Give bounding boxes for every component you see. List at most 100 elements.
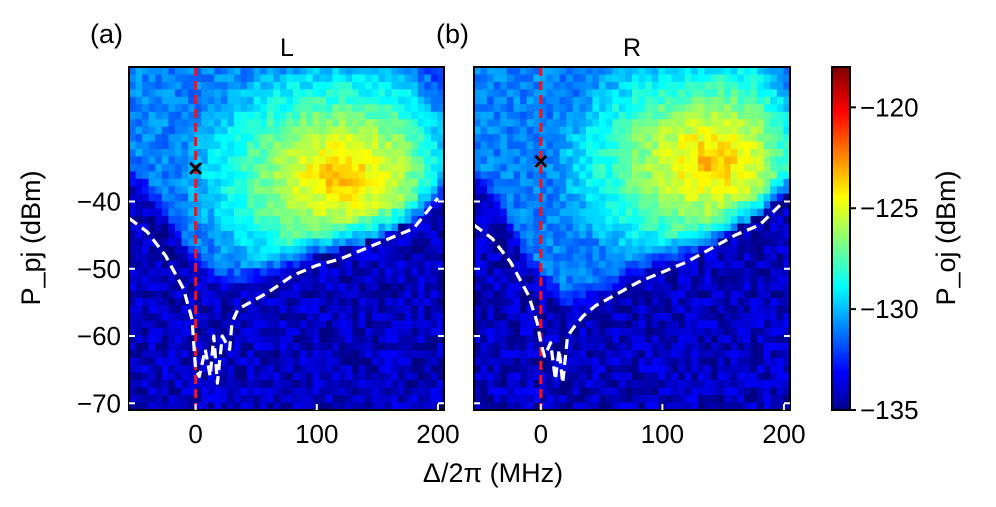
heatmap-cell	[645, 231, 653, 240]
heatmap-cell	[632, 201, 640, 210]
heatmap-cell	[783, 119, 790, 128]
heatmap-cell	[378, 313, 386, 322]
heatmap-cell	[325, 313, 334, 322]
heatmap-cell	[737, 141, 745, 150]
heatmap-cell	[384, 313, 393, 322]
heatmap-cell	[559, 201, 567, 210]
heatmap-cell	[260, 313, 268, 322]
heatmap-cell	[168, 238, 176, 247]
heatmap-cell	[253, 231, 261, 240]
heatmap-cell	[585, 141, 594, 150]
heatmap-cell	[704, 156, 712, 165]
heatmap-cell	[493, 320, 501, 329]
heatmap-cell	[214, 67, 222, 76]
heatmap-cell	[345, 81, 353, 90]
heatmap-cell	[480, 372, 488, 381]
heatmap-cell	[273, 119, 281, 128]
heatmap-cell	[161, 81, 169, 90]
heatmap-cell	[358, 231, 366, 240]
heatmap-cell	[757, 387, 765, 396]
heatmap-cell	[214, 208, 222, 217]
heatmap-cell	[697, 163, 706, 172]
heatmap-cell	[770, 305, 778, 314]
heatmap-cell	[247, 231, 255, 240]
heatmap-cell	[384, 156, 393, 165]
heatmap-cell	[358, 350, 366, 359]
heatmap-cell	[664, 223, 673, 232]
heatmap-cell	[500, 111, 508, 120]
heatmap-cell	[129, 387, 137, 396]
heatmap-cell	[566, 223, 574, 232]
heatmap-cell	[592, 350, 600, 359]
heatmap-cell	[704, 171, 712, 180]
heatmap-cell	[352, 313, 360, 322]
heatmap-cell	[546, 283, 554, 292]
heatmap-cell	[417, 305, 425, 314]
heatmap-cell	[391, 119, 399, 128]
heatmap-cell	[181, 260, 189, 269]
heatmap-cell	[398, 223, 406, 232]
heatmap-cell	[697, 402, 706, 410]
heatmap-cell	[358, 290, 366, 299]
heatmap-cell	[678, 290, 686, 299]
heatmap-cell	[704, 186, 712, 195]
heatmap-cell	[625, 134, 633, 143]
heatmap-cell	[260, 134, 268, 143]
heatmap-cell	[293, 327, 301, 337]
heatmap-cell	[671, 290, 679, 299]
heatmap-cell	[306, 357, 314, 366]
heatmap-cell	[585, 342, 594, 351]
heatmap-cell	[247, 320, 255, 329]
heatmap-cell	[339, 231, 347, 240]
heatmap-cell	[384, 380, 393, 389]
heatmap-cell	[142, 327, 150, 337]
heatmap-cell	[546, 313, 554, 322]
heatmap-cell	[142, 119, 150, 128]
heatmap-cell	[612, 305, 620, 314]
heatmap-cell	[312, 216, 320, 225]
heatmap-cell	[279, 238, 288, 247]
heatmap-cell	[737, 357, 745, 366]
heatmap-cell	[371, 81, 379, 90]
heatmap-cell	[129, 81, 137, 90]
heatmap-cell	[142, 298, 150, 307]
heatmap-cell	[430, 298, 439, 307]
heatmap-cell	[474, 253, 482, 262]
heatmap-cell	[201, 74, 209, 83]
heatmap-cell	[487, 223, 495, 232]
heatmap-cell	[566, 320, 574, 329]
heatmap-cell	[638, 335, 646, 344]
heatmap-cell	[214, 156, 222, 165]
heatmap-cell	[332, 186, 340, 195]
heatmap-cell	[279, 104, 288, 113]
heatmap-cell	[411, 253, 419, 262]
heatmap-cell	[474, 402, 482, 410]
heatmap-cell	[129, 67, 137, 76]
heatmap-cell	[572, 275, 580, 284]
heatmap-cell	[671, 149, 679, 158]
heatmap-cell	[651, 126, 659, 135]
heatmap-cell	[500, 342, 508, 351]
heatmap-cell	[770, 111, 778, 120]
heatmap-cell	[664, 81, 673, 90]
heatmap-cell	[430, 335, 439, 344]
heatmap-cell	[220, 298, 229, 307]
heatmap-cell	[207, 283, 215, 292]
heatmap-cell	[384, 402, 393, 410]
heatmap-cell	[487, 163, 495, 172]
heatmap-cell	[625, 193, 633, 202]
heatmap-cell	[247, 89, 255, 98]
heatmap-cell	[533, 186, 541, 195]
heatmap-cell	[174, 290, 183, 299]
heatmap-cell	[500, 380, 508, 389]
heatmap-cell	[220, 380, 229, 389]
heatmap-cell	[704, 372, 712, 381]
heatmap-cell	[500, 156, 508, 165]
heatmap-cell	[770, 163, 778, 172]
heatmap-cell	[513, 67, 521, 76]
heatmap-cell	[487, 126, 495, 135]
heatmap-cell	[365, 335, 373, 344]
heatmap-cell	[207, 395, 215, 404]
heatmap-cell	[776, 372, 785, 381]
heatmap-cell	[332, 260, 340, 269]
